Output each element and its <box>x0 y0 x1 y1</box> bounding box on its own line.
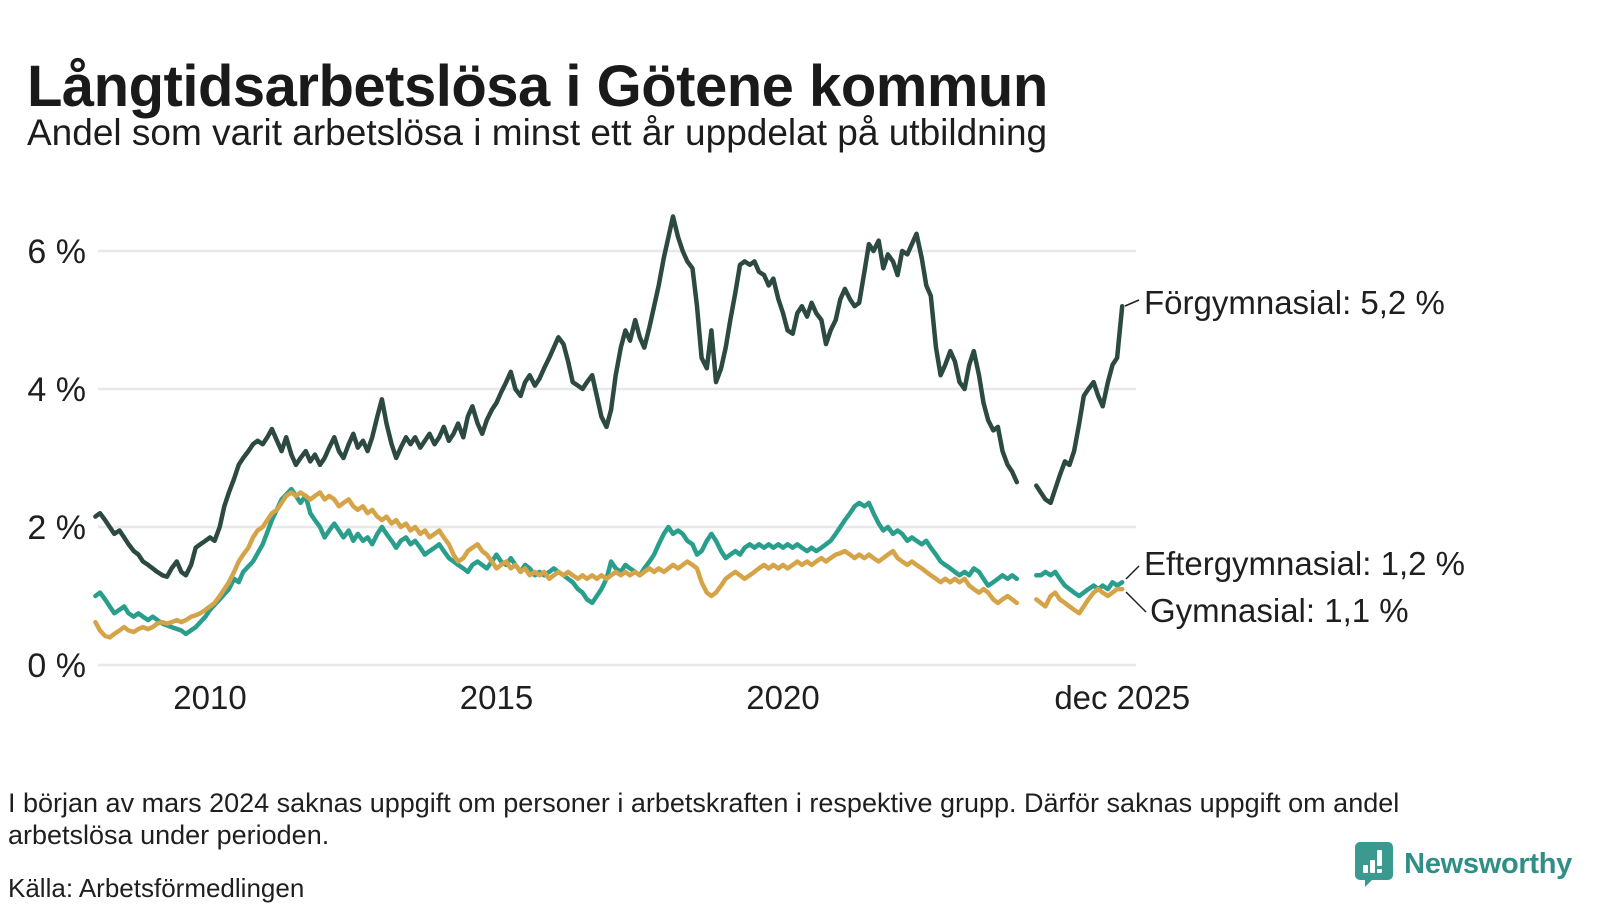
line-chart: 0 % 2 % 4 % 6 % 2010 2015 2020 dec 2025 Förgymna… <box>0 185 1600 745</box>
x-tick-label: 2020 <box>746 679 819 716</box>
annotation-connector-eftergymnasial <box>1125 565 1140 580</box>
series-end-label-eftergymnasial: Eftergymnasial: 1,2 % <box>1144 545 1465 582</box>
x-tick-label: dec 2025 <box>1054 679 1190 716</box>
page-title: Långtidsarbetslösa i Götene kommun <box>27 53 1048 119</box>
chart-footnote: I början av mars 2024 saknas uppgift om … <box>8 788 1400 851</box>
newsworthy-wordmark: Newsworthy <box>1404 847 1572 880</box>
line-chart-svg: 0 % 2 % 4 % 6 % 2010 2015 2020 dec 2025 Förgymna… <box>27 214 1465 716</box>
series-end-label-gymnasial: Gymnasial: 1,1 % <box>1150 592 1409 629</box>
y-tick-label: 2 % <box>27 509 86 547</box>
annotation-connector-forgymnasial <box>1124 299 1140 307</box>
y-tick-label: 6 % <box>27 233 86 271</box>
y-tick-label: 4 % <box>27 371 86 409</box>
series-line-forgymnasial <box>93 214 1125 579</box>
x-tick-label: 2010 <box>173 679 246 716</box>
newsworthy-logo: Newsworthy <box>1354 840 1572 888</box>
chart-subtitle: Andel som varit arbetslösa i minst ett å… <box>27 112 1048 153</box>
series-line-eftergymnasial <box>93 486 1125 637</box>
source-label: Källa: Arbetsförmedlingen <box>8 873 305 903</box>
gridlines <box>98 249 1136 667</box>
x-axis-tick-labels: 2010 2015 2020 dec 2025 <box>173 679 1190 716</box>
y-tick-label: 0 % <box>27 647 86 685</box>
series-end-label-forgymnasial: Förgymnasial: 5,2 % <box>1144 284 1445 321</box>
newsworthy-bubble-chart-icon <box>1354 841 1394 887</box>
series-line-gymnasial <box>93 490 1125 640</box>
annotation-connector-gymnasial <box>1125 591 1147 613</box>
x-tick-label: 2015 <box>460 679 533 716</box>
y-axis-tick-labels: 0 % 2 % 4 % 6 % <box>27 233 86 685</box>
